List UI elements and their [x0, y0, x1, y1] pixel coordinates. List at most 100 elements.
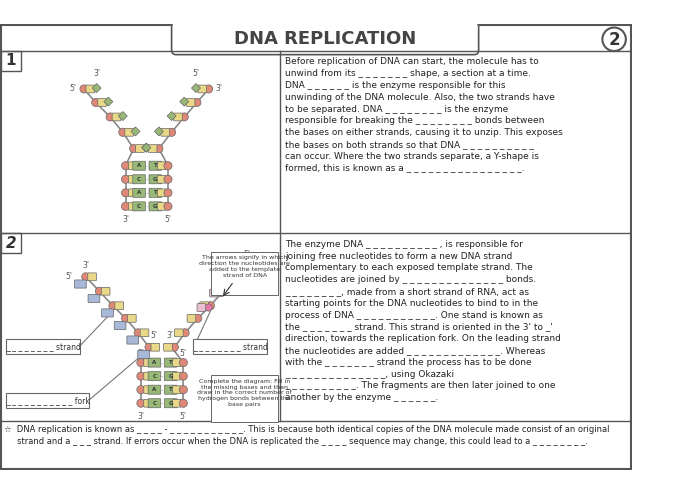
FancyBboxPatch shape	[225, 273, 234, 281]
Text: Before replication of DNA can start, the molecule has to
unwind from its _ _ _ _: Before replication of DNA can start, the…	[286, 57, 563, 172]
Text: T: T	[153, 163, 158, 168]
Text: T: T	[153, 190, 158, 195]
FancyBboxPatch shape	[144, 399, 153, 407]
Text: 2: 2	[608, 31, 620, 49]
FancyBboxPatch shape	[158, 203, 166, 210]
Text: C: C	[153, 401, 156, 406]
FancyBboxPatch shape	[148, 399, 161, 408]
FancyBboxPatch shape	[74, 280, 86, 288]
FancyBboxPatch shape	[133, 188, 146, 197]
Text: A: A	[153, 360, 157, 365]
FancyBboxPatch shape	[148, 358, 161, 367]
Text: G: G	[153, 177, 158, 182]
Circle shape	[194, 314, 202, 323]
FancyBboxPatch shape	[144, 372, 153, 380]
FancyBboxPatch shape	[211, 375, 278, 422]
Circle shape	[122, 203, 130, 210]
FancyBboxPatch shape	[128, 189, 137, 197]
Text: 5': 5'	[65, 272, 72, 281]
Circle shape	[92, 98, 100, 107]
Text: G: G	[169, 373, 173, 378]
Text: 3': 3'	[93, 69, 100, 78]
Text: _ _ _ _ _ _ _ _ strand: _ _ _ _ _ _ _ _ strand	[6, 342, 80, 351]
Text: ☆  DNA replication is known as _ _ _ _ - _ _ _ _ _ _ _ _ _ _ _. This is because : ☆ DNA replication is known as _ _ _ _ - …	[4, 425, 609, 446]
Circle shape	[122, 162, 130, 170]
FancyBboxPatch shape	[6, 393, 90, 408]
Text: The enzyme DNA _ _ _ _ _ _ _ _ _ _ , is responsible for
joining free nucleotides: The enzyme DNA _ _ _ _ _ _ _ _ _ _ , is …	[286, 240, 561, 402]
Polygon shape	[142, 143, 150, 152]
Text: C: C	[153, 373, 156, 378]
FancyBboxPatch shape	[133, 175, 146, 184]
Text: 5': 5'	[150, 331, 157, 340]
FancyBboxPatch shape	[112, 113, 121, 121]
FancyBboxPatch shape	[193, 339, 267, 354]
FancyBboxPatch shape	[128, 203, 137, 210]
FancyBboxPatch shape	[148, 385, 161, 394]
FancyBboxPatch shape	[164, 371, 177, 381]
Text: T: T	[169, 387, 173, 392]
Polygon shape	[180, 97, 189, 106]
FancyBboxPatch shape	[210, 289, 218, 297]
Circle shape	[106, 113, 114, 121]
FancyBboxPatch shape	[158, 162, 166, 169]
Circle shape	[122, 314, 130, 323]
Text: DNA REPLICATION: DNA REPLICATION	[234, 30, 416, 48]
FancyBboxPatch shape	[174, 329, 183, 337]
Circle shape	[179, 399, 188, 407]
Text: The arrows signify in which
direction the nucleotides are
added to the template
: The arrows signify in which direction th…	[199, 255, 290, 278]
Circle shape	[145, 343, 153, 351]
Circle shape	[82, 273, 90, 281]
FancyBboxPatch shape	[86, 85, 94, 93]
Polygon shape	[92, 83, 101, 92]
Circle shape	[164, 189, 172, 197]
Circle shape	[179, 372, 188, 380]
FancyBboxPatch shape	[136, 145, 144, 153]
FancyBboxPatch shape	[173, 359, 181, 367]
FancyBboxPatch shape	[114, 322, 126, 329]
Text: A: A	[153, 387, 157, 392]
FancyBboxPatch shape	[102, 288, 110, 295]
Circle shape	[155, 145, 163, 153]
Text: A: A	[137, 163, 141, 168]
Circle shape	[122, 189, 130, 197]
Circle shape	[80, 85, 88, 93]
Circle shape	[164, 203, 172, 210]
Circle shape	[170, 343, 178, 351]
Text: 1: 1	[6, 53, 16, 69]
FancyBboxPatch shape	[6, 339, 80, 354]
FancyBboxPatch shape	[144, 386, 153, 394]
Circle shape	[136, 386, 145, 394]
FancyBboxPatch shape	[212, 288, 221, 295]
Circle shape	[243, 262, 250, 270]
Text: 5': 5'	[243, 250, 250, 259]
FancyBboxPatch shape	[1, 25, 631, 469]
Text: 3': 3'	[137, 412, 144, 421]
FancyBboxPatch shape	[133, 202, 146, 211]
FancyBboxPatch shape	[125, 128, 134, 136]
FancyBboxPatch shape	[144, 359, 153, 367]
Text: _ _ _ _ _ _ _ _ _ _ _ fork: _ _ _ _ _ _ _ _ _ _ _ fork	[6, 396, 90, 405]
FancyBboxPatch shape	[98, 99, 106, 106]
Circle shape	[164, 162, 172, 170]
FancyBboxPatch shape	[235, 262, 244, 270]
FancyBboxPatch shape	[127, 315, 136, 322]
FancyBboxPatch shape	[140, 329, 149, 337]
Text: 3': 3'	[137, 349, 144, 358]
FancyBboxPatch shape	[197, 304, 206, 311]
FancyBboxPatch shape	[102, 309, 113, 317]
Text: 3': 3'	[216, 84, 223, 93]
Circle shape	[130, 145, 138, 153]
Circle shape	[164, 175, 172, 183]
FancyBboxPatch shape	[138, 350, 150, 359]
FancyBboxPatch shape	[149, 202, 162, 211]
Circle shape	[218, 289, 225, 297]
FancyBboxPatch shape	[128, 162, 137, 169]
Text: 5': 5'	[70, 84, 77, 93]
Text: 5': 5'	[164, 215, 172, 224]
FancyBboxPatch shape	[133, 161, 146, 170]
Circle shape	[230, 275, 237, 282]
FancyBboxPatch shape	[88, 273, 97, 281]
Circle shape	[180, 113, 188, 121]
FancyBboxPatch shape	[187, 315, 196, 322]
FancyBboxPatch shape	[148, 371, 161, 381]
